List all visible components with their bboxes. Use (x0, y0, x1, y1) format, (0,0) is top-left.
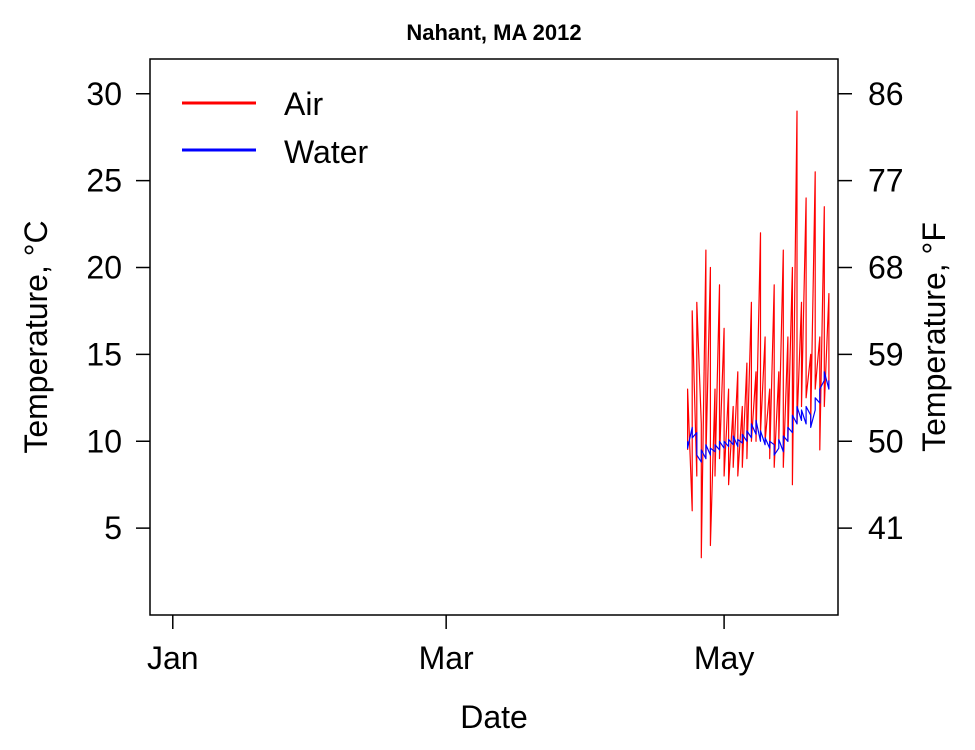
y-tick-label-left: 5 (104, 510, 122, 546)
plot-frame (149, 58, 839, 616)
y-axis-label-left: Temperature, °C (18, 220, 54, 453)
y-tick-label-left: 25 (86, 163, 122, 199)
y-tick-label-right: 68 (868, 250, 904, 286)
x-axis-label: Date (460, 699, 528, 735)
y-tick-label-right: 86 (868, 76, 904, 112)
x-tick-label: May (694, 640, 754, 676)
y-tick-label-right: 59 (868, 336, 904, 372)
legend-label-air: Air (284, 86, 323, 122)
series-line-air (686, 110, 830, 559)
y-axis-left: 5 10 15 20 25 30 (86, 76, 150, 546)
x-axis: Jan Mar May (147, 615, 754, 676)
legend-label-water: Water (284, 134, 369, 170)
y-tick-label-right: 77 (868, 163, 904, 199)
y-tick-label-right: 41 (868, 510, 904, 546)
series-layer (686, 110, 830, 559)
y-tick-label-left: 10 (86, 423, 122, 459)
chart-title: Nahant, MA 2012 (406, 20, 581, 45)
y-tick-label-left: 15 (86, 336, 122, 372)
y-tick-label-right: 50 (868, 423, 904, 459)
y-axis-label-right: Temperature, °F (916, 222, 952, 452)
legend: Air Water (182, 86, 369, 170)
series-line-water (686, 371, 830, 463)
y-tick-label-left: 20 (86, 250, 122, 286)
x-tick-label: Jan (147, 640, 199, 676)
x-tick-label: Mar (419, 640, 474, 676)
y-axis-right: 41 50 59 68 77 86 (838, 76, 904, 546)
y-tick-label-left: 30 (86, 76, 122, 112)
